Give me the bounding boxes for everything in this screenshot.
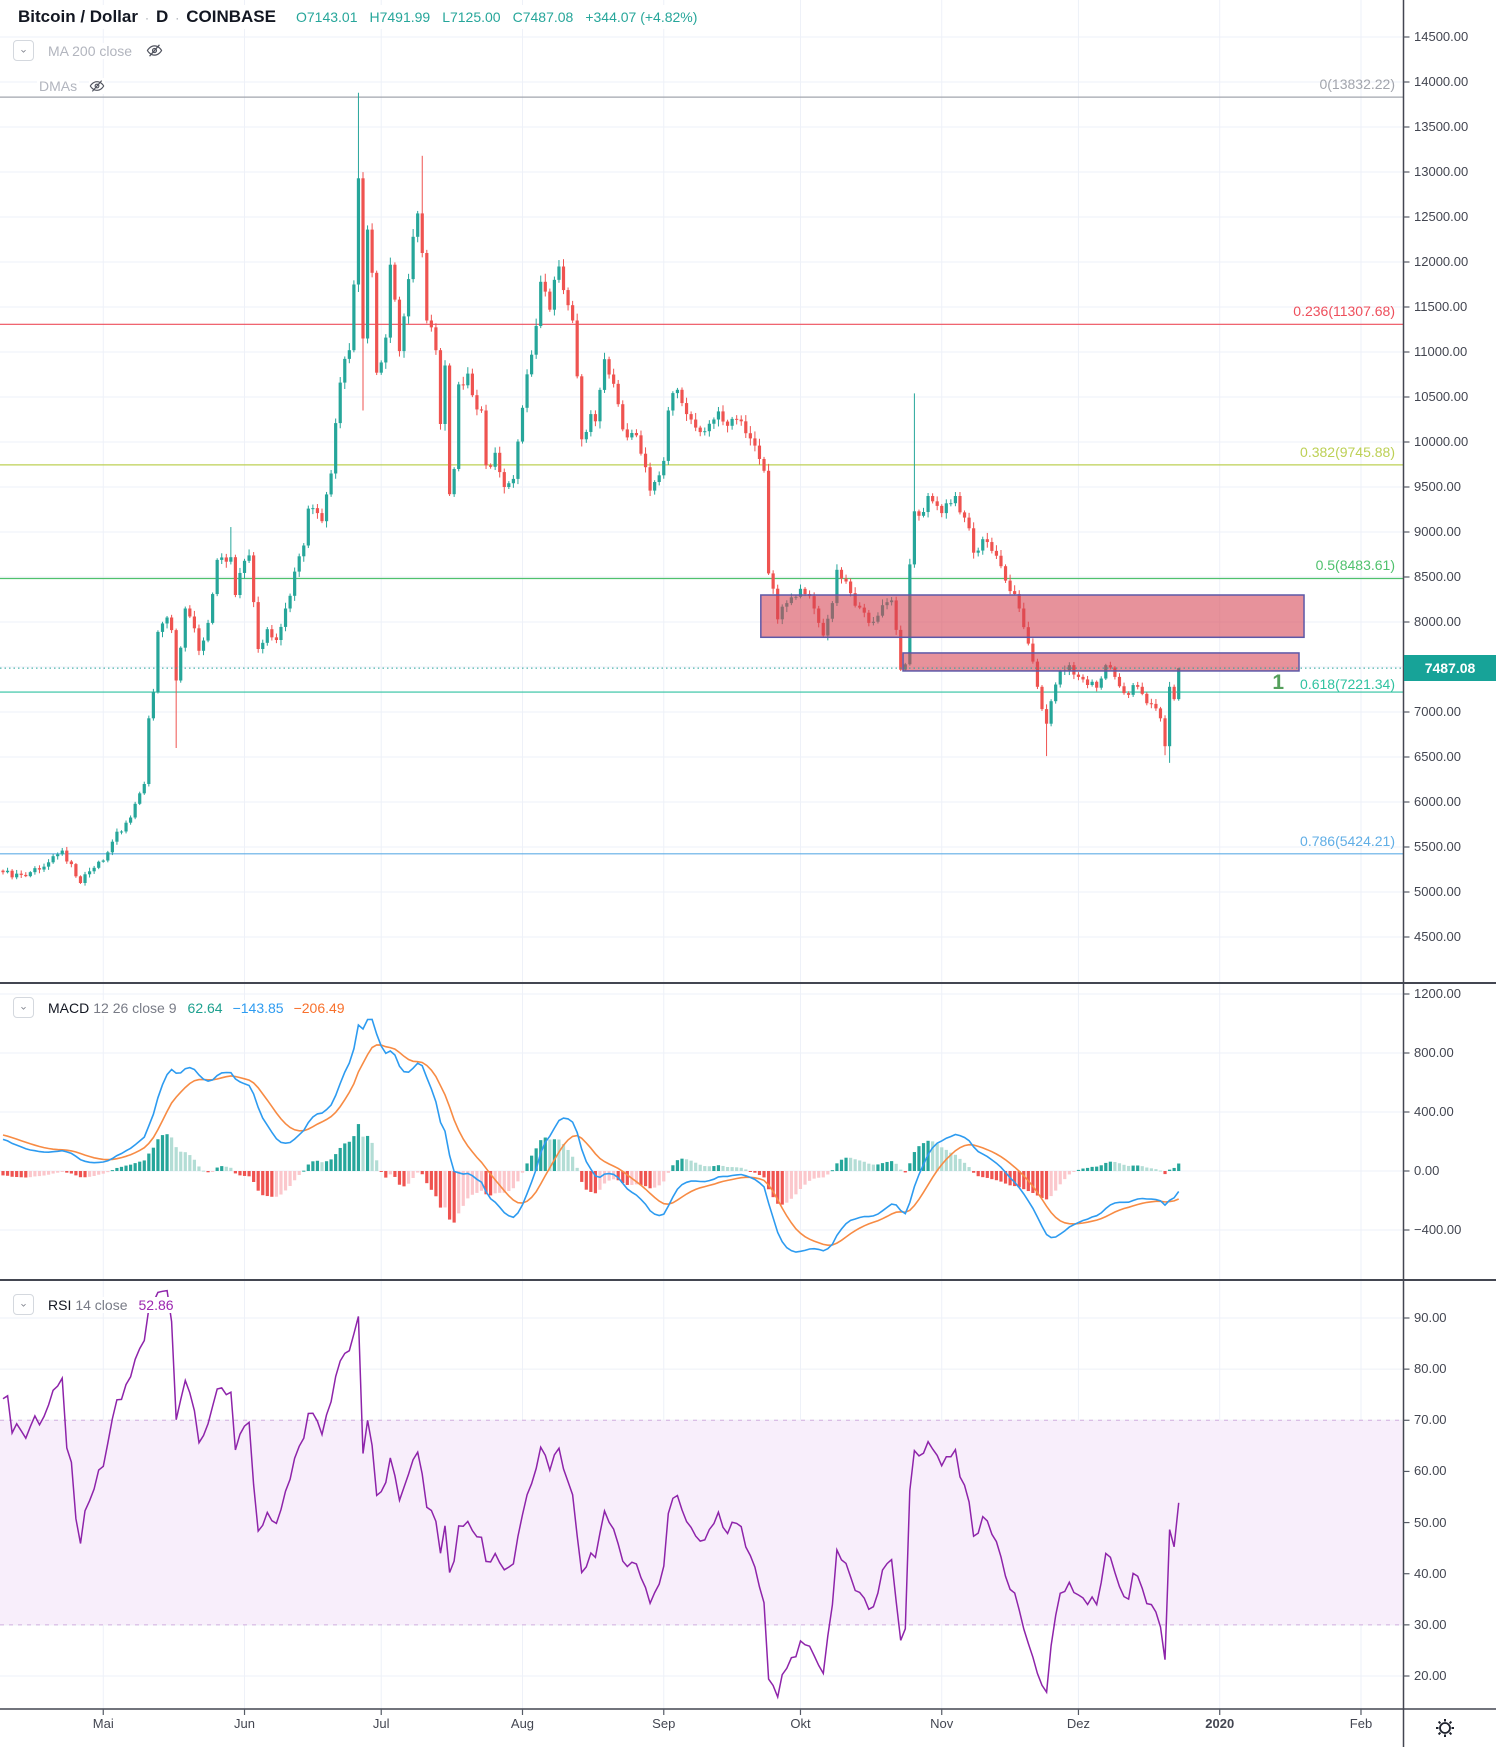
ma-indicator-label[interactable]: MA 200 close xyxy=(46,42,135,59)
macd-legend-row: MACD 12 26 close 9 62.64 −143.85 −206.49 xyxy=(13,997,346,1018)
axis-tick-label: 60.00 xyxy=(1414,1463,1447,1479)
axis-tick-label: 11500.00 xyxy=(1414,299,1468,314)
axis-tick-label: 0.00 xyxy=(1414,1163,1440,1178)
change-value: +344.07 (+4.82%) xyxy=(585,9,698,25)
chevron-down-icon xyxy=(21,49,26,53)
axis-tick-label: 90.00 xyxy=(1414,1310,1447,1325)
axis-tick-label: 5000.00 xyxy=(1414,884,1461,899)
fib-level-label[interactable]: 0.786(5424.21) xyxy=(1300,833,1395,849)
fib-level-label[interactable]: 0.236(11307.68) xyxy=(1293,303,1395,319)
dmas-indicator-label[interactable]: DMAs xyxy=(37,78,80,94)
fib-level-text: 0.382(9745.88) xyxy=(1300,443,1395,460)
axis-tick-label: 12000.00 xyxy=(1414,254,1469,269)
axis-tick-label: 6000.00 xyxy=(1414,794,1461,809)
rsi-legend-row: RSI 14 close 52.86 xyxy=(13,1294,175,1315)
axis-tick-label: 12500.00 xyxy=(1414,209,1469,224)
axis-tick-label: 8000.00 xyxy=(1414,614,1461,629)
fib-level-label[interactable]: 1 0.618(7221.34) xyxy=(1272,671,1395,695)
time-axis-label: Nov xyxy=(930,1716,954,1731)
chevron-down-icon xyxy=(21,1303,26,1307)
macd-collapse-button[interactable] xyxy=(13,997,34,1018)
fib-level-text: 0.5(8483.61) xyxy=(1315,557,1395,574)
axis-tick-label: 13500.00 xyxy=(1414,119,1469,134)
time-axis-label: Okt xyxy=(790,1716,811,1731)
dmas-legend-row: DMAs xyxy=(37,78,106,94)
title-separator: · xyxy=(144,11,149,25)
symbol-name[interactable]: Bitcoin / Dollar xyxy=(18,7,138,26)
axis-tick-label: 70.00 xyxy=(1414,1412,1447,1428)
open-value: O7143.01 xyxy=(295,9,358,25)
time-axis-label: Jul xyxy=(372,1716,390,1731)
exchange-label[interactable]: COINBASE xyxy=(186,7,276,26)
ma-collapse-button[interactable] xyxy=(13,40,34,61)
axis-tick-label: 4500.00 xyxy=(1414,929,1461,944)
low-value: L7125.00 xyxy=(442,9,501,25)
fib-level-label[interactable]: 0.5(8483.61) xyxy=(1316,557,1395,573)
ma-legend-row: MA 200 close xyxy=(13,40,164,61)
axis-tick-label: 9500.00 xyxy=(1414,479,1461,494)
axis-tick-label: 7000.00 xyxy=(1414,704,1461,719)
title-separator: · xyxy=(175,11,180,25)
axis-tick-label: 10500.00 xyxy=(1414,389,1469,404)
time-axis-label: 2020 xyxy=(1205,1716,1235,1731)
axis-tick-label: 10000.00 xyxy=(1414,434,1469,449)
fib-level-label[interactable]: 0.382(9745.88) xyxy=(1300,444,1395,460)
time-axis-label: Feb xyxy=(1349,1716,1373,1731)
time-axis-label: Aug xyxy=(510,1716,535,1731)
time-axis-label: Dez xyxy=(1066,1716,1090,1731)
close-value: C7487.08 xyxy=(512,9,574,25)
axis-tick-label: 13000.00 xyxy=(1414,164,1469,179)
axis-tick-label: 9000.00 xyxy=(1414,524,1461,539)
axis-tick-label: 6500.00 xyxy=(1414,749,1461,764)
rsi-value: 52.86 xyxy=(137,1296,175,1313)
fib-level-text: 0(13832.22) xyxy=(1319,76,1395,93)
ma-visibility-toggle[interactable] xyxy=(146,42,164,59)
interval-label[interactable]: D xyxy=(155,7,169,26)
axis-tick-label: 20.00 xyxy=(1414,1668,1447,1683)
symbol-title-row: Bitcoin / Dollar · D · COINBASE O7143.01… xyxy=(14,5,702,29)
rsi-params: 14 close xyxy=(73,1296,130,1313)
axis-tick-label: 5500.00 xyxy=(1414,839,1461,854)
axis-tick-label: 50.00 xyxy=(1414,1514,1447,1530)
rsi-indicator-label[interactable]: RSI xyxy=(46,1296,74,1313)
axis-tick-label: 40.00 xyxy=(1414,1565,1447,1581)
axis-tick-label: 80.00 xyxy=(1414,1361,1447,1377)
current-price-tag: 7487.08 xyxy=(1404,655,1496,682)
axis-tick-label: 8500.00 xyxy=(1414,569,1461,584)
eye-off-icon xyxy=(89,80,105,92)
display-settings-button[interactable] xyxy=(1433,1716,1457,1743)
time-axis-label: Jun xyxy=(234,1716,255,1731)
macd-signal-value: −206.49 xyxy=(292,999,346,1016)
fib-level-label[interactable]: 0(13832.22) xyxy=(1319,76,1395,92)
axis-tick-label: −400.00 xyxy=(1414,1222,1462,1237)
high-value: H7491.99 xyxy=(369,9,431,25)
fib-level-text: 0.618(7221.34) xyxy=(1300,676,1395,693)
macd-params: 12 26 close 9 xyxy=(91,999,179,1016)
macd-indicator-label[interactable]: MACD xyxy=(46,999,92,1016)
axis-tick-label: 14500.00 xyxy=(1414,29,1469,44)
time-axis-label: Sep xyxy=(652,1716,676,1731)
axis-tick-label: 800.00 xyxy=(1414,1045,1454,1060)
rsi-collapse-button[interactable] xyxy=(13,1294,34,1315)
fib-tool-handle-label[interactable]: 1 xyxy=(1272,671,1285,695)
macd-histogram-value: 62.64 xyxy=(186,999,224,1016)
axis-tick-label: 1200.00 xyxy=(1414,986,1461,1001)
sun-icon xyxy=(1436,1719,1454,1737)
fib-level-text: 0.786(5424.21) xyxy=(1300,832,1395,849)
dmas-visibility-toggle[interactable] xyxy=(89,78,106,94)
time-axis-label: Mai xyxy=(92,1716,114,1731)
axis-tick-label: 11000.00 xyxy=(1414,344,1468,359)
axis-tick-label: 14000.00 xyxy=(1414,74,1469,89)
eye-off-icon xyxy=(146,44,163,57)
fib-level-text: 0.236(11307.68) xyxy=(1293,303,1395,320)
macd-line-value: −143.85 xyxy=(231,999,285,1016)
axis-tick-label: 400.00 xyxy=(1414,1104,1454,1119)
chevron-down-icon xyxy=(21,1006,26,1010)
axis-tick-label: 30.00 xyxy=(1414,1616,1447,1632)
